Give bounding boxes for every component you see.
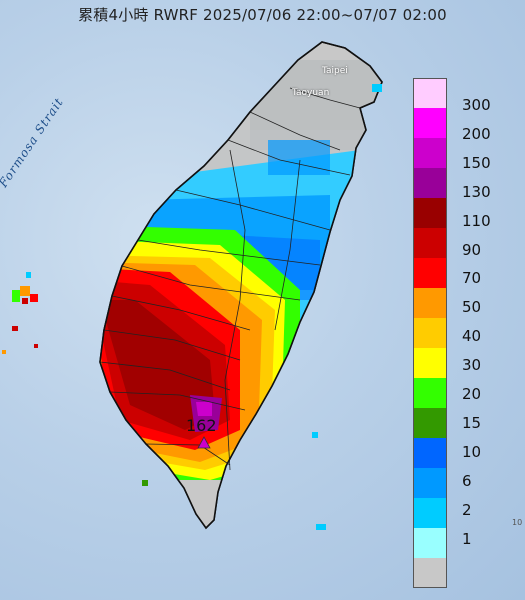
legend-swatch: [413, 78, 447, 108]
legend-label: 2: [462, 500, 472, 519]
legend-label: 50: [462, 298, 482, 317]
legend-label: 110: [462, 211, 491, 230]
legend-label: 90: [462, 240, 482, 259]
legend-swatch: [413, 228, 447, 258]
legend-swatch: [413, 558, 447, 588]
legend-swatch: [413, 378, 447, 408]
legend-label: 300: [462, 96, 491, 114]
legend-label: 20: [462, 385, 482, 403]
max-value-label: 162: [186, 416, 217, 435]
legend-swatch: [413, 288, 447, 318]
legend-label: 150: [462, 153, 491, 172]
legend-label: 6: [462, 471, 472, 490]
max-marker-icon: [197, 436, 211, 449]
legend-label: 130: [462, 182, 491, 201]
legend-swatch: [413, 348, 447, 378]
map-title: 累積4小時 RWRF 2025/07/06 22:00~07/07 02:00: [78, 6, 447, 24]
legend-swatch: [413, 198, 447, 228]
city-label-taoyuan: Taoyuan: [292, 88, 330, 98]
legend-label: 1: [462, 529, 472, 548]
corner-mark: 10: [512, 518, 523, 527]
legend-label: 30: [462, 356, 482, 375]
legend-colorbar: [413, 78, 449, 588]
legend-label: 40: [462, 327, 482, 346]
legend-swatch: [413, 498, 447, 528]
legend-label: 70: [462, 269, 482, 288]
legend-label: 15: [462, 413, 482, 432]
legend-swatch: [413, 258, 447, 288]
legend-swatch: [413, 468, 447, 498]
legend-swatch: [413, 138, 447, 168]
legend-swatch: [413, 408, 447, 438]
legend-swatch: [413, 108, 447, 138]
legend-label: 200: [462, 124, 491, 143]
legend-swatch: [413, 318, 447, 348]
city-label-taipei: Taipei: [322, 66, 348, 76]
legend-swatch: [413, 528, 447, 558]
legend-swatch: [413, 168, 447, 198]
offshore-cells: [2, 84, 382, 530]
legend-label: 10: [462, 442, 482, 461]
legend-swatch: [413, 438, 447, 468]
